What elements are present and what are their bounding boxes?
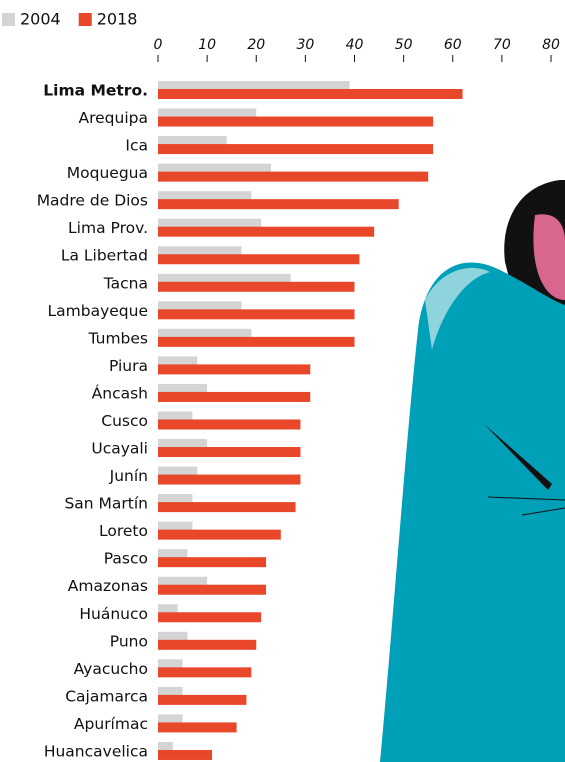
category-label: La Libertad bbox=[61, 247, 148, 265]
chart: 2004 2018 0 10 20 30 40 50 60 70 80 Lima Metro. Areq… bbox=[0, 0, 565, 762]
bar bbox=[158, 667, 251, 677]
illustration bbox=[380, 180, 565, 762]
category-label: Piura bbox=[109, 357, 148, 375]
category-label: Apurímac bbox=[74, 715, 148, 733]
x-tick-label: 70 bbox=[493, 37, 511, 53]
legend-label: 2004 bbox=[20, 10, 61, 29]
bar bbox=[158, 199, 399, 209]
category-label: Loreto bbox=[99, 522, 148, 540]
category-label: Pasco bbox=[104, 550, 148, 568]
category-label: Ica bbox=[125, 137, 148, 155]
bar bbox=[158, 612, 261, 622]
category-label: Lima Prov. bbox=[68, 219, 148, 237]
x-tick-label: 50 bbox=[395, 37, 413, 53]
category-label: Junín bbox=[109, 467, 148, 485]
category-label: San Martín bbox=[64, 495, 148, 513]
bar bbox=[158, 364, 310, 374]
x-tick-label: 60 bbox=[444, 37, 462, 53]
bar bbox=[158, 695, 246, 705]
category-label: Cajamarca bbox=[65, 687, 148, 705]
category-label: Cusco bbox=[101, 412, 148, 430]
x-tick-label: 30 bbox=[296, 37, 314, 53]
category-label: Tacna bbox=[103, 274, 148, 292]
bar bbox=[158, 502, 296, 512]
category-label: Puno bbox=[110, 632, 148, 650]
category-label: Lima Metro. bbox=[43, 82, 148, 100]
x-tick-label: 40 bbox=[346, 37, 364, 53]
bar bbox=[158, 282, 355, 292]
category-label: Arequipa bbox=[79, 109, 148, 127]
bar bbox=[158, 144, 433, 154]
bar bbox=[158, 392, 310, 402]
category-label: Moquegua bbox=[67, 164, 148, 182]
bar bbox=[158, 309, 355, 319]
bar bbox=[158, 557, 266, 567]
category-label: Tumbes bbox=[88, 329, 149, 347]
bar bbox=[158, 447, 300, 457]
bar bbox=[158, 585, 266, 595]
bar bbox=[158, 640, 256, 650]
bar bbox=[158, 227, 374, 237]
bar bbox=[158, 419, 300, 429]
category-label: Ucayali bbox=[91, 440, 148, 458]
bar bbox=[158, 172, 428, 182]
category-label: Lambayeque bbox=[48, 302, 148, 320]
legend-swatch bbox=[2, 13, 15, 26]
x-tick-label: 80 bbox=[542, 37, 560, 53]
legend-swatch bbox=[79, 13, 92, 26]
bar bbox=[158, 722, 237, 732]
bar bbox=[158, 750, 212, 760]
bar bbox=[158, 530, 281, 540]
bar bbox=[158, 117, 433, 127]
legend-label: 2018 bbox=[97, 10, 138, 29]
bar bbox=[158, 89, 463, 99]
category-label: Huánuco bbox=[79, 605, 148, 623]
bar bbox=[158, 337, 355, 347]
category-label: Madre de Dios bbox=[37, 192, 148, 210]
category-label: Amazonas bbox=[68, 577, 148, 595]
x-tick-label: 0 bbox=[154, 37, 163, 53]
x-tick-label: 10 bbox=[198, 37, 216, 53]
category-label: Huancavelica bbox=[44, 742, 148, 760]
bar bbox=[158, 254, 359, 264]
category-label: Áncash bbox=[92, 383, 148, 402]
category-label: Ayacucho bbox=[74, 660, 148, 678]
bar bbox=[158, 475, 300, 485]
x-tick-label: 20 bbox=[247, 37, 265, 53]
